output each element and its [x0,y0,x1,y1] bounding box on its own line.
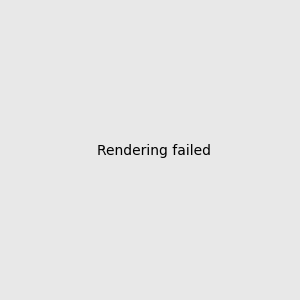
Text: Rendering failed: Rendering failed [97,145,211,158]
